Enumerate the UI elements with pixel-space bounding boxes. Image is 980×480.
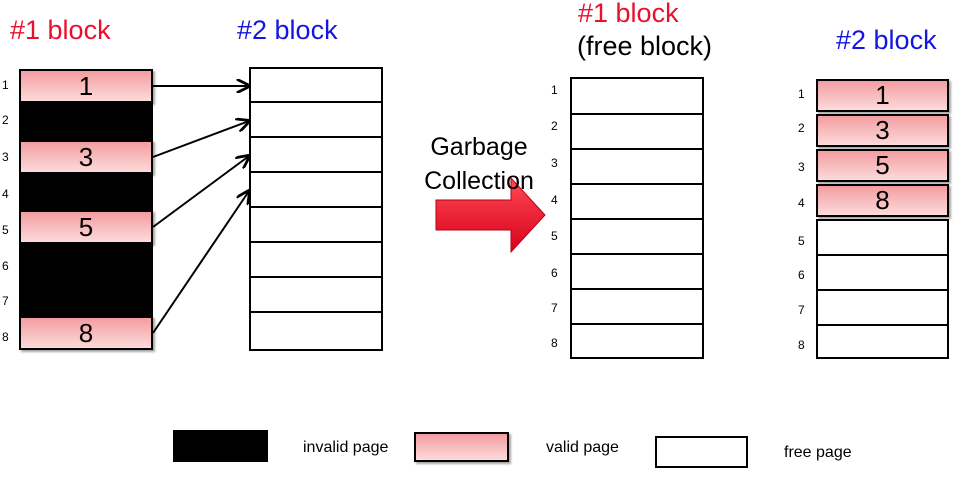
garbage-collection-label: Garbage Collection	[414, 130, 544, 198]
valid-page: 8	[816, 184, 949, 217]
free-page	[570, 77, 704, 115]
free-page	[570, 323, 704, 359]
row-number: 3	[798, 160, 805, 174]
free-page	[570, 218, 704, 255]
left-block2-title: #2 block	[237, 15, 338, 45]
free-page	[816, 324, 949, 359]
row-number: 1	[551, 83, 558, 97]
legend-valid-swatch	[414, 432, 509, 462]
free-page	[249, 206, 383, 243]
free-page	[570, 288, 704, 325]
row-number: 7	[798, 303, 805, 317]
free-page	[249, 101, 383, 138]
valid-page: 8	[19, 316, 153, 350]
free-page	[570, 113, 704, 150]
row-number: 4	[2, 187, 9, 201]
row-number: 8	[798, 338, 805, 352]
free-page	[816, 254, 949, 291]
valid-page: 5	[816, 149, 949, 182]
free-page	[570, 148, 704, 185]
free-page	[570, 183, 704, 220]
row-number: 7	[2, 294, 9, 308]
row-number: 3	[551, 156, 558, 170]
invalid-page	[19, 103, 153, 140]
row-number: 1	[798, 87, 805, 101]
valid-page: 1	[19, 69, 153, 103]
legend-invalid-label: invalid page	[303, 439, 389, 456]
gc-label-line1: Garbage	[430, 133, 528, 161]
free-page	[816, 289, 949, 326]
legend-invalid-swatch	[173, 430, 268, 462]
legend-free-label: free page	[784, 444, 852, 461]
row-number: 4	[551, 193, 558, 207]
right-block2-title: #2 block	[836, 25, 937, 55]
row-number: 6	[2, 259, 9, 273]
row-number: 8	[2, 330, 9, 344]
row-number: 5	[798, 234, 805, 248]
valid-page: 5	[19, 210, 153, 244]
row-number: 4	[798, 196, 805, 210]
free-page	[570, 253, 704, 290]
valid-page: 3	[816, 114, 949, 147]
right-block1-title: #1 block	[578, 0, 679, 28]
invalid-page	[19, 174, 153, 210]
row-number: 3	[2, 150, 9, 164]
legend-free-swatch	[655, 436, 748, 468]
row-number: 6	[551, 266, 558, 280]
free-page	[249, 311, 383, 351]
copy-arrow	[152, 191, 249, 334]
row-number: 1	[2, 78, 9, 92]
valid-page: 3	[19, 140, 153, 174]
valid-page: 1	[816, 79, 949, 112]
row-number: 2	[551, 119, 558, 133]
free-page	[249, 241, 383, 278]
right-block1-subtitle: (free block)	[577, 31, 713, 61]
row-number: 5	[551, 229, 558, 243]
row-number: 7	[551, 301, 558, 315]
row-number: 2	[798, 121, 805, 135]
row-number: 5	[2, 223, 9, 237]
row-number: 2	[2, 113, 9, 127]
left-block1-title: #1 block	[10, 15, 111, 45]
free-page	[816, 219, 949, 256]
garbage-collection-arrow-icon	[435, 176, 546, 254]
free-page	[249, 171, 383, 208]
invalid-page	[19, 280, 153, 316]
legend-valid-label: valid page	[546, 439, 619, 456]
copy-arrow	[152, 156, 249, 228]
copy-arrow	[152, 121, 249, 158]
row-number: 8	[551, 336, 558, 350]
gc-label-line2: Collection	[424, 167, 534, 195]
row-number: 6	[798, 268, 805, 282]
invalid-page	[19, 244, 153, 280]
